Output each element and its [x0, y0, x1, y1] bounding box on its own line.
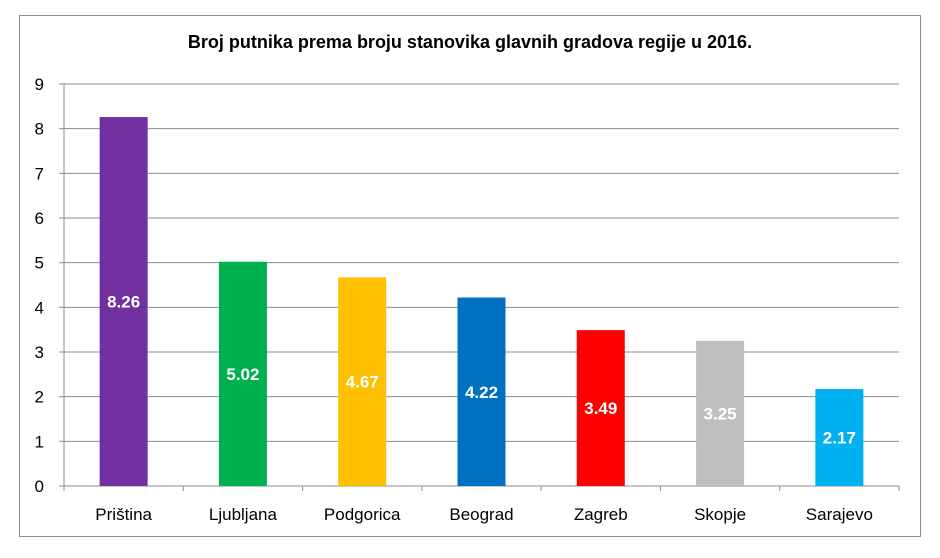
y-tick-label: 1 [35, 432, 44, 451]
bar-sarajevo [815, 389, 864, 486]
y-tick-label: 2 [35, 388, 44, 407]
y-tick-label: 8 [35, 120, 44, 139]
labels: 8.26 Priština 5.02 Ljubljana 4.67 Podgorica 4.… [95, 293, 873, 524]
x-tick-label: Priština [95, 505, 152, 524]
data-label: 8.26 [107, 293, 140, 312]
x-tick-label: Beograd [449, 505, 513, 524]
bar-beograd [457, 297, 506, 486]
chart-title: Broj putnika prema broju stanovika glavn… [187, 32, 753, 52]
y-tick-label: 9 [35, 75, 44, 94]
axes: 0 1 2 3 4 5 6 7 8 9 [35, 75, 900, 496]
bars [99, 117, 864, 486]
x-tick-label: Podgorica [324, 505, 401, 524]
x-tick-label: Sarajevo [806, 505, 873, 524]
bar-ljubljana [218, 261, 267, 486]
bar-podgorica [338, 277, 387, 486]
y-tick-label: 0 [35, 477, 44, 496]
data-label: 2.17 [823, 429, 856, 448]
data-label: 3.49 [584, 399, 617, 418]
y-tick-label: 4 [35, 298, 44, 317]
x-tick-label: Zagreb [574, 505, 628, 524]
data-label: 4.67 [346, 373, 379, 392]
y-tick-label: 3 [35, 343, 44, 362]
bar-skopje [696, 340, 745, 486]
bar-zagreb [576, 330, 625, 486]
x-tick-label: Skopje [694, 505, 746, 524]
x-tick-label: Ljubljana [209, 505, 278, 524]
data-label: 4.22 [465, 383, 498, 402]
y-tick-label: 5 [35, 254, 44, 273]
bar-priština [99, 117, 148, 486]
data-label: 5.02 [226, 365, 259, 384]
y-tick-label: 6 [35, 209, 44, 228]
data-label: 3.25 [704, 404, 737, 423]
y-tick-label: 7 [35, 164, 44, 183]
